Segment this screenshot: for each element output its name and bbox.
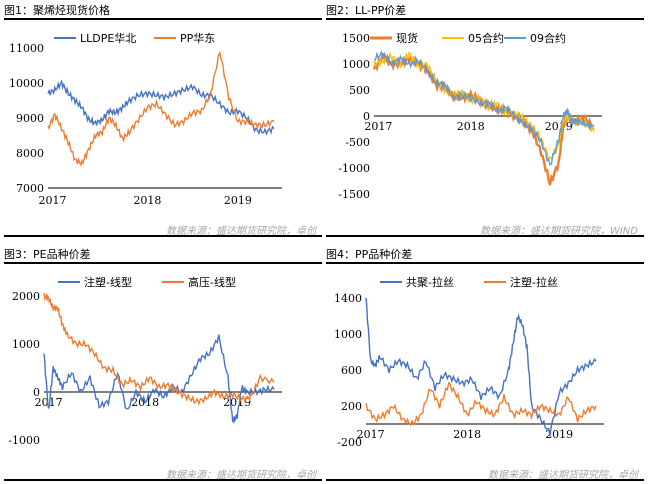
legend-label: LLDPE华北 xyxy=(80,31,136,45)
legend-label: 共聚-拉丝 xyxy=(406,275,454,289)
divider xyxy=(326,262,644,264)
legend-label: 现货 xyxy=(396,31,418,45)
y-tick-label: 0 xyxy=(363,110,370,123)
series-line-1 xyxy=(47,79,275,136)
chart-panel-4: 图4：PP品种价差 1400 1000 600 200 -200 2017 2018 2019… xyxy=(326,244,644,484)
y-tick-label: 8000 xyxy=(16,147,44,160)
x-tick-label: 2018 xyxy=(457,120,485,133)
y-tick-label: 11000 xyxy=(9,42,44,55)
source-note: 数据来源：盛达期货研究院，卓创 xyxy=(166,470,316,481)
divider xyxy=(326,235,644,237)
divider xyxy=(326,479,644,481)
legend-label: 注塑-拉丝 xyxy=(510,275,558,289)
y-tick-label: 1000 xyxy=(12,338,40,351)
x-tick-label: 2017 xyxy=(357,428,385,441)
legend-label: 注塑-线型 xyxy=(84,275,132,289)
chart-panel-3: 图3：PE品种价差 2000 1000 0 -1000 2017 2018 2019 注塑-线… xyxy=(4,244,322,484)
series-line-2 xyxy=(365,381,597,427)
x-tick-label: 2017 xyxy=(39,194,67,207)
y-tick-label: -1500 xyxy=(338,188,370,201)
source-note: 数据来源：盛达期货研究院，卓创 xyxy=(488,470,638,481)
x-tick-label: 2018 xyxy=(133,194,161,207)
series-line-3 xyxy=(373,50,595,166)
legend-label: 高压-线型 xyxy=(188,275,236,289)
y-tick-label: -200 xyxy=(337,436,362,449)
y-tick-label: 1500 xyxy=(342,32,370,45)
divider xyxy=(4,479,322,481)
series-line-1 xyxy=(365,297,597,436)
y-tick-label: 600 xyxy=(341,364,362,377)
x-tick-label: 2017 xyxy=(364,120,392,133)
source-note: 数据来源：盛达期货研究院，卓创 xyxy=(166,226,316,237)
chart-title: 图3：PE品种价差 xyxy=(4,248,91,261)
series-line-1 xyxy=(43,334,275,424)
divider xyxy=(4,18,322,20)
chart-panel-2: 图2：LL-PP价差 1500 1000 500 0 -500 -1000 -1500 201… xyxy=(326,0,644,240)
series-line-2 xyxy=(43,292,275,406)
x-tick-label: 2019 xyxy=(224,194,252,207)
legend-label: 05合约 xyxy=(468,31,504,45)
divider xyxy=(4,235,322,237)
chart-title: 图2：LL-PP价差 xyxy=(326,4,407,17)
source-note: 数据来源：盛达期货研究院，WIND xyxy=(479,226,638,237)
y-tick-label: -500 xyxy=(345,136,370,149)
x-tick-label: 2018 xyxy=(453,428,481,441)
y-tick-label: 0 xyxy=(33,386,40,399)
y-tick-label: 500 xyxy=(349,84,370,97)
series-line-2 xyxy=(47,51,275,167)
y-tick-label: 1400 xyxy=(334,292,362,305)
y-tick-label: 9000 xyxy=(16,112,44,125)
chart-title: 图4：PP品种价差 xyxy=(326,248,413,261)
y-tick-label: 200 xyxy=(341,400,362,413)
y-tick-label: 1000 xyxy=(334,328,362,341)
x-tick-label: 2019 xyxy=(545,428,573,441)
y-tick-label: -1000 xyxy=(8,434,40,447)
y-tick-label: -1000 xyxy=(338,162,370,175)
chart-panel-1: 图1：聚烯烃现货价格 11000 10000 9000 8000 7000 2017 201… xyxy=(4,0,322,240)
x-tick-label: 2017 xyxy=(35,396,63,409)
x-tick-label: 2019 xyxy=(545,120,573,133)
y-tick-label: 10000 xyxy=(9,77,44,90)
y-tick-label: 7000 xyxy=(16,182,44,195)
legend-label: 09合约 xyxy=(530,31,566,45)
series-line-2 xyxy=(373,51,595,162)
y-tick-label: 2000 xyxy=(12,290,40,303)
legend-label: PP华东 xyxy=(180,31,215,45)
chart-title: 图1：聚烯烃现货价格 xyxy=(4,4,110,17)
divider xyxy=(326,18,644,20)
divider xyxy=(4,262,322,264)
y-tick-label: 1000 xyxy=(342,58,370,71)
chart-area: 1500 1000 500 0 -500 -1000 -1500 2017 2018 2019 现货… xyxy=(338,31,602,201)
